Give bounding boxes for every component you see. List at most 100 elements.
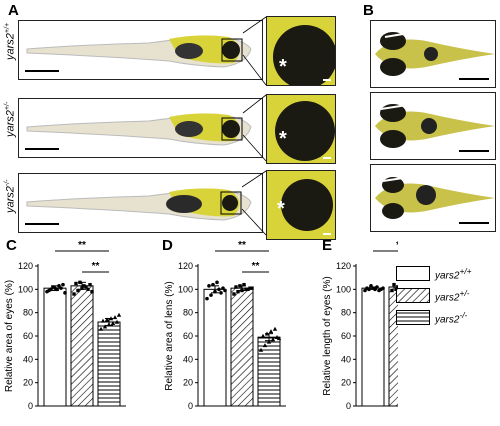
larva-dorsal-photo-het [370, 92, 496, 160]
y-tick-label: 40 [23, 354, 33, 364]
data-point [211, 282, 215, 287]
data-point [369, 284, 373, 288]
data-point [78, 280, 82, 285]
y-tick-label: 20 [341, 378, 351, 388]
data-point [363, 288, 367, 293]
y-tick-label: 80 [183, 308, 193, 318]
data-point [276, 336, 282, 341]
data-point [381, 286, 385, 290]
significance-label: ** [396, 240, 398, 251]
data-point [112, 315, 118, 320]
data-point [55, 287, 59, 292]
y-tick-label: 100 [178, 284, 193, 294]
data-point [76, 288, 80, 293]
panel-label-a: A [8, 2, 19, 19]
data-point [264, 331, 270, 336]
data-point [47, 288, 51, 293]
data-point [246, 287, 250, 292]
data-point [250, 286, 254, 290]
larva-dorsal-image [375, 32, 495, 80]
data-point [104, 317, 110, 322]
data-point [236, 289, 240, 294]
bar-yars2+/- [388, 286, 398, 407]
panel-label-b: B [363, 2, 374, 19]
y-tick-label: 60 [183, 331, 193, 341]
bar-yars2+/- [70, 285, 94, 407]
data-point [51, 285, 55, 289]
y-tick-label: 100 [336, 284, 351, 294]
data-point [248, 286, 252, 290]
data-point [240, 288, 244, 293]
eye-zoom-inset-het: * [266, 94, 336, 164]
y-tick-label: 80 [341, 308, 351, 318]
data-point [234, 285, 238, 289]
data-point [100, 318, 106, 323]
y-tick-label: 60 [23, 331, 33, 341]
chart-eye-length: Relative length of eyes (%) 0 20 40 60 80 100 1… [322, 240, 398, 411]
larva-lateral-photo-hom [18, 173, 263, 233]
eye-zoom-inset-wt: * [266, 16, 336, 86]
larva-lateral-image [25, 188, 252, 225]
data-point [373, 287, 377, 292]
significance-label: ** [252, 261, 260, 272]
data-point [90, 289, 94, 294]
data-point [63, 291, 67, 295]
data-point [61, 282, 65, 287]
data-point [59, 286, 63, 290]
legend-label-wt: yars2+/+ [435, 266, 472, 282]
y-tick-label: 20 [23, 378, 33, 388]
data-point [57, 284, 61, 288]
data-point [392, 282, 396, 287]
data-point [221, 286, 225, 290]
data-point [207, 284, 211, 288]
larva-dorsal-photo-wt [370, 20, 496, 88]
larva-lateral-image [25, 113, 252, 150]
y-tick-label: 120 [178, 261, 193, 271]
y-tick-label: 80 [23, 308, 33, 318]
bar-yars2+/+ [43, 287, 67, 407]
larva-dorsal-image [375, 104, 495, 152]
asterisk-marker: * [279, 56, 287, 78]
asterisk-marker: * [279, 128, 287, 150]
data-point [270, 337, 276, 342]
panel-label-e: E [322, 237, 333, 254]
data-point [232, 292, 236, 296]
y-axis-label: Relative area of eyes (%) [4, 280, 15, 392]
data-point [116, 312, 122, 317]
y-axis-label: Relative area of lens (%) [164, 281, 175, 391]
legend-swatch-wt [396, 266, 430, 281]
data-point [74, 281, 78, 286]
data-point [106, 322, 112, 327]
chart-lens-area: Relative area of lens (%) 0 20 40 60 80 100 120… [164, 240, 286, 411]
significance-label: ** [78, 240, 86, 251]
data-point [223, 288, 227, 293]
data-point [88, 282, 92, 287]
y-tick-label: 60 [341, 331, 351, 341]
data-point [262, 343, 268, 348]
data-point [98, 326, 104, 331]
data-point [217, 287, 221, 292]
panel-label-d: D [162, 237, 173, 254]
data-point [219, 291, 223, 295]
bar-yars2-/- [257, 336, 281, 407]
data-point [375, 285, 379, 289]
data-point [268, 329, 274, 334]
eye-zoom-image: * [267, 17, 335, 85]
data-point [209, 293, 213, 297]
data-point [86, 287, 90, 292]
y-tick-label: 100 [18, 284, 33, 294]
eye-zoom-inset-hom: * [266, 170, 336, 240]
chart-eye-area: Relative area of eyes (%) 0 20 40 60 80 100 120… [4, 240, 126, 411]
data-point [266, 339, 272, 344]
y-tick-label: 0 [28, 401, 33, 411]
panel-label-c: C [6, 237, 17, 254]
data-point [258, 347, 264, 352]
data-point [244, 287, 248, 292]
bar-yars2+/+ [203, 288, 227, 407]
larva-dorsal-image [375, 177, 495, 224]
significance-label: ** [92, 261, 100, 272]
data-point [390, 288, 394, 293]
bar-yars2-/- [97, 321, 121, 407]
zoom-connector-lines [241, 16, 267, 236]
asterisk-marker: * [277, 198, 285, 220]
